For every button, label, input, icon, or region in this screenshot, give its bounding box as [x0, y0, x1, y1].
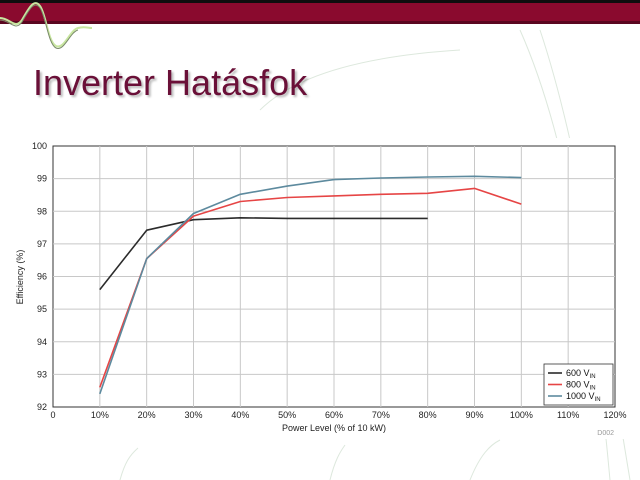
y-tick-label: 97 — [37, 239, 47, 249]
x-tick-label: 70% — [372, 410, 390, 420]
figure-code: D002 — [597, 430, 614, 437]
slide-title: Inverter Hatásfok — [33, 62, 308, 103]
x-tick-label: 100% — [510, 410, 533, 420]
series-line — [99, 217, 428, 291]
legend-entry-subscript: IN — [590, 386, 596, 392]
x-tick-label: 30% — [184, 410, 202, 420]
legend-entry-name: 800 V — [566, 380, 590, 390]
x-tick-label: 90% — [465, 410, 483, 420]
legend-entry-name: 600 V — [566, 368, 590, 378]
y-tick-labels: 92 93 94 95 96 97 98 99 100 — [32, 141, 47, 412]
top-black-strip — [0, 0, 640, 3]
x-axis-label: Power Level (% of 10 kW) — [282, 423, 386, 433]
header-band — [0, 3, 640, 21]
x-tick-label: 50% — [278, 410, 296, 420]
x-tick-label: 80% — [419, 410, 437, 420]
y-tick-label: 96 — [37, 272, 47, 282]
y-tick-label: 98 — [37, 206, 47, 216]
x-tick-label: 110% — [557, 410, 579, 420]
legend-entry: 600 VIN — [566, 368, 596, 380]
series-lines — [99, 175, 522, 395]
legend-entry-subscript: IN — [595, 397, 601, 403]
series-line — [99, 175, 522, 395]
efficiency-chart: 0 10% 20% 30% 40% 50% 60% 70% 80% 90% 100% 110% 120%… — [10, 138, 629, 439]
sine-wave-logo — [0, 2, 93, 49]
x-tick-label: 120% — [603, 410, 626, 420]
y-tick-label: 99 — [37, 174, 47, 184]
y-axis-label: Efficiency (%) — [15, 250, 25, 305]
chart-svg: 0 10% 20% 30% 40% 50% 60% 70% 80% 90% 100% 110% 120%… — [15, 141, 627, 437]
legend-entry-subscript: IN — [590, 374, 596, 380]
x-tick-label: 40% — [231, 410, 249, 420]
x-tick-label: 20% — [138, 410, 156, 420]
x-tick-label: 60% — [325, 410, 343, 420]
series-line — [99, 187, 522, 388]
y-tick-label: 92 — [37, 402, 47, 412]
x-tick-label: 0 — [50, 410, 55, 420]
y-tick-label: 100 — [32, 141, 47, 151]
x-tick-label: 10% — [91, 410, 109, 420]
y-tick-label: 93 — [37, 369, 47, 379]
legend-entry: 1000 VIN — [566, 391, 601, 403]
header-band-shadow — [0, 21, 640, 24]
legend-entry-name: 1000 V — [566, 391, 595, 401]
y-tick-label: 95 — [37, 304, 47, 314]
legend-entry: 800 VIN — [566, 380, 596, 392]
grid — [53, 146, 615, 407]
y-tick-label: 94 — [37, 337, 47, 347]
x-tick-labels: 0 10% 20% 30% 40% 50% 60% 70% 80% 90% 100% 110% 120% — [50, 410, 626, 420]
